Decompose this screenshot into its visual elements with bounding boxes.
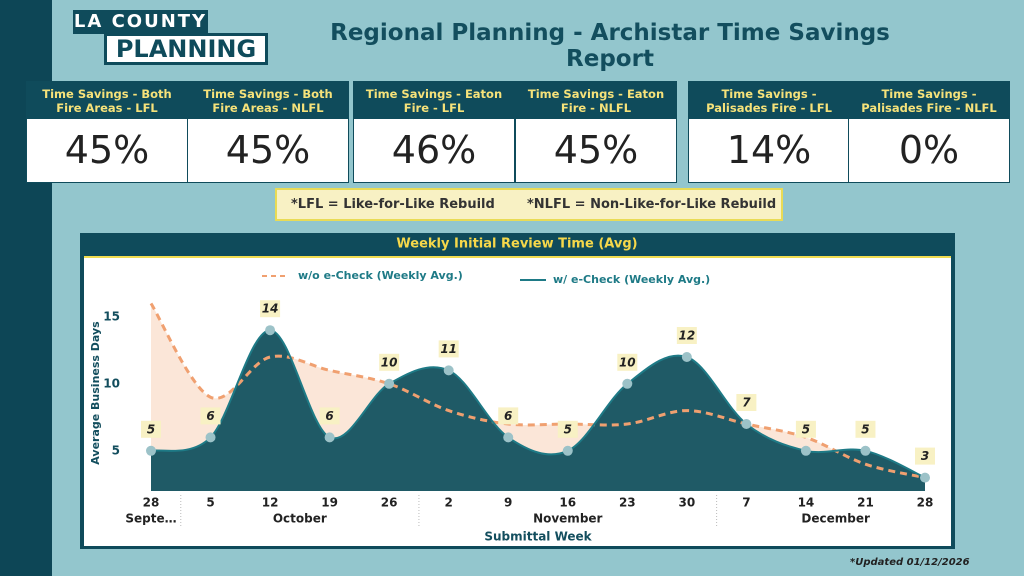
- data-label: 12: [678, 329, 695, 343]
- month-label: October: [273, 512, 327, 526]
- kpi-card: Time Savings - Both Fire Areas - LFL 45%: [26, 81, 188, 183]
- data-label: 3: [921, 449, 929, 463]
- x-tick-label: 2: [445, 496, 453, 510]
- note-lfl: *LFL = Like-for-Like Rebuild: [291, 197, 495, 212]
- kpi-card: Time Savings - Both Fire Areas - NLFL 45%: [187, 81, 349, 183]
- data-label-bg: [557, 420, 578, 438]
- y-axis-label: Average Business Days: [89, 321, 102, 465]
- data-label: 14: [262, 302, 279, 316]
- data-label: 5: [147, 422, 155, 436]
- x-tick-label: 19: [321, 496, 338, 510]
- kpi-label: Time Savings - Both Fire Areas - LFL: [27, 82, 187, 119]
- data-label: 11: [440, 342, 457, 356]
- kpi-value: 14%: [726, 128, 812, 172]
- x-tick-label: 30: [678, 496, 695, 510]
- x-tick-label: 12: [262, 496, 279, 510]
- month-label: December: [801, 512, 870, 526]
- data-point: [205, 432, 216, 443]
- kpi-card: Time Savings - Eaton Fire - LFL 46%: [353, 81, 515, 183]
- data-label: 5: [564, 422, 572, 436]
- data-label-bg: [855, 420, 876, 438]
- x-tick-label: 14: [798, 496, 815, 510]
- data-label: 6: [206, 409, 214, 423]
- data-label-bg: [676, 327, 697, 344]
- kpi-card: Time Savings - Palisades Fire - NLFL 0%: [848, 81, 1010, 183]
- kpi-label: Time Savings - Both Fire Areas - NLFL: [188, 82, 348, 119]
- data-label-bg: [617, 353, 638, 371]
- kpi-value: 45%: [553, 128, 639, 172]
- data-point: [741, 419, 752, 429]
- y-tick-label: 15: [103, 309, 120, 323]
- data-label-bg: [915, 447, 935, 465]
- data-point: [384, 378, 395, 389]
- logo-top: LA COUNTY: [73, 10, 208, 34]
- x-tick-label: 28: [143, 496, 160, 510]
- data-label: 10: [619, 355, 636, 369]
- data-point: [265, 325, 276, 336]
- data-label-bg: [795, 420, 816, 438]
- legend-label: w/o e-Check (Weekly Avg.): [298, 269, 463, 282]
- x-tick-label: 16: [559, 496, 576, 510]
- x-tick-label: 26: [381, 496, 398, 510]
- kpi-label: Time Savings - Eaton Fire - LFL: [354, 82, 514, 119]
- series-line: [149, 302, 926, 480]
- y-tick-label: 10: [103, 376, 120, 390]
- note-nlfl: *NLFL = Non-Like-for-Like Rebuild: [527, 197, 777, 212]
- data-label: 5: [802, 422, 810, 436]
- kpi-label: Time Savings - Palisades Fire - NLFL: [849, 82, 1009, 119]
- logo-bottom: PLANNING: [104, 33, 268, 65]
- data-label-bg: [260, 300, 281, 318]
- data-label-bg: [319, 407, 340, 425]
- kpi-label: Time Savings - Palisades Fire - LFL: [689, 82, 849, 119]
- kpi-value: 46%: [391, 128, 477, 172]
- kpi-card: Time Savings - Eaton Fire - NLFL 45%: [515, 81, 677, 183]
- data-point: [920, 472, 930, 483]
- data-point: [443, 365, 454, 376]
- kpi-value: 0%: [898, 128, 960, 172]
- x-tick-label: 28: [917, 496, 934, 510]
- series-area: [151, 330, 925, 491]
- data-label: 7: [742, 396, 751, 410]
- data-point: [860, 445, 871, 456]
- note-box: *LFL = Like-for-Like Rebuild *NLFL = Non…: [275, 188, 783, 221]
- x-tick-label: 5: [206, 496, 214, 510]
- data-label-bg: [438, 340, 459, 358]
- data-label-bg: [379, 353, 400, 371]
- data-label-bg: [141, 420, 161, 438]
- chart-title: Weekly Initial Review Time (Avg): [396, 237, 637, 252]
- legend-label: w/ e-Check (Weekly Avg.): [553, 273, 710, 286]
- data-point: [146, 445, 156, 456]
- kpi-value: 45%: [64, 128, 150, 172]
- data-point: [324, 432, 335, 443]
- data-label: 6: [325, 409, 333, 423]
- data-label: 6: [504, 409, 512, 423]
- x-tick-label: 21: [857, 496, 874, 510]
- data-point: [800, 445, 811, 456]
- kpi-value: 45%: [225, 128, 311, 172]
- y-tick-label: 5: [112, 443, 120, 457]
- data-label-bg: [736, 394, 757, 411]
- x-axis-label: Submittal Week: [484, 530, 592, 544]
- updated-note: *Updated 01/12/2026: [850, 557, 970, 568]
- data-label-bg: [200, 407, 221, 425]
- kpi-card: Time Savings - Palisades Fire - LFL 14%: [688, 81, 850, 183]
- data-label: 10: [381, 355, 398, 369]
- data-label: 5: [861, 422, 869, 436]
- data-point: [562, 445, 573, 456]
- page-title: Regional Planning - Archistar Time Savin…: [330, 20, 890, 72]
- x-tick-label: 23: [619, 496, 636, 510]
- data-point: [681, 352, 692, 362]
- x-tick-label: 9: [504, 496, 512, 510]
- x-tick-label: 7: [742, 496, 750, 510]
- data-point: [503, 432, 514, 443]
- kpi-label: Time Savings - Eaton Fire - NLFL: [516, 82, 676, 119]
- month-label: November: [533, 512, 602, 526]
- month-label: Septe…: [125, 512, 176, 526]
- data-label-bg: [498, 407, 519, 425]
- data-point: [622, 378, 633, 389]
